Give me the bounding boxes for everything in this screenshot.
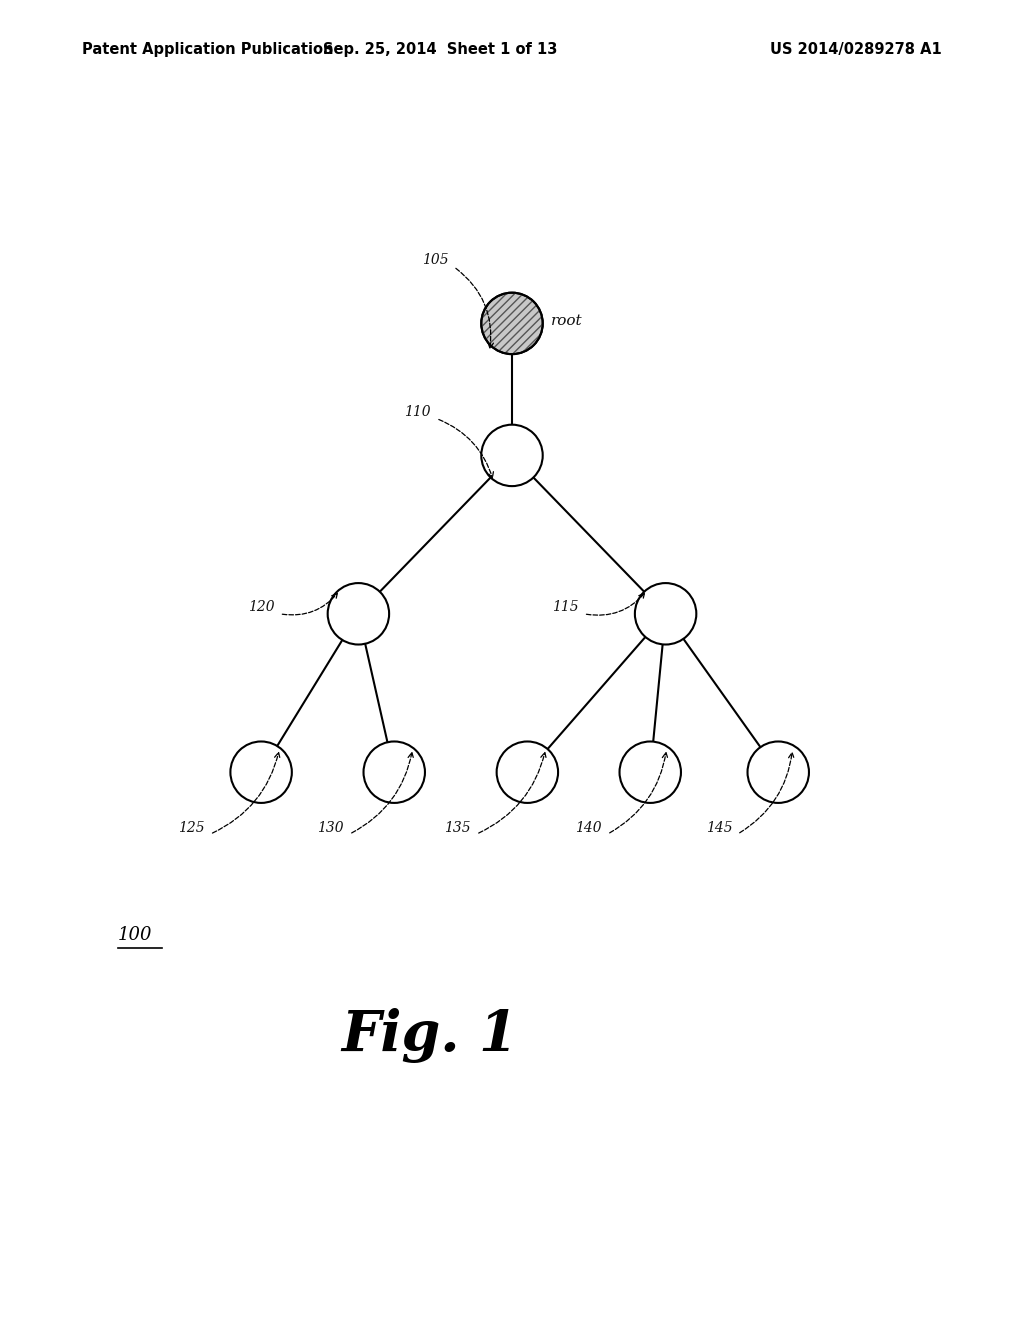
Ellipse shape [481, 293, 543, 354]
Text: root: root [551, 314, 583, 327]
Ellipse shape [481, 425, 543, 486]
Text: 145: 145 [706, 821, 732, 834]
Ellipse shape [635, 583, 696, 644]
Ellipse shape [620, 742, 681, 803]
Ellipse shape [328, 583, 389, 644]
Text: Fig. 1: Fig. 1 [342, 1007, 518, 1063]
Ellipse shape [748, 742, 809, 803]
Text: 105: 105 [422, 253, 449, 267]
Text: Sep. 25, 2014  Sheet 1 of 13: Sep. 25, 2014 Sheet 1 of 13 [324, 42, 557, 57]
Text: Patent Application Publication: Patent Application Publication [82, 42, 334, 57]
Text: 100: 100 [118, 925, 153, 944]
Text: 115: 115 [552, 601, 579, 614]
Text: 130: 130 [317, 821, 344, 834]
Text: 125: 125 [178, 821, 205, 834]
Text: 140: 140 [575, 821, 602, 834]
Ellipse shape [364, 742, 425, 803]
Ellipse shape [230, 742, 292, 803]
Text: US 2014/0289278 A1: US 2014/0289278 A1 [770, 42, 942, 57]
Ellipse shape [497, 742, 558, 803]
Text: 110: 110 [404, 405, 431, 418]
Text: 120: 120 [248, 601, 274, 614]
Text: 135: 135 [444, 821, 471, 834]
